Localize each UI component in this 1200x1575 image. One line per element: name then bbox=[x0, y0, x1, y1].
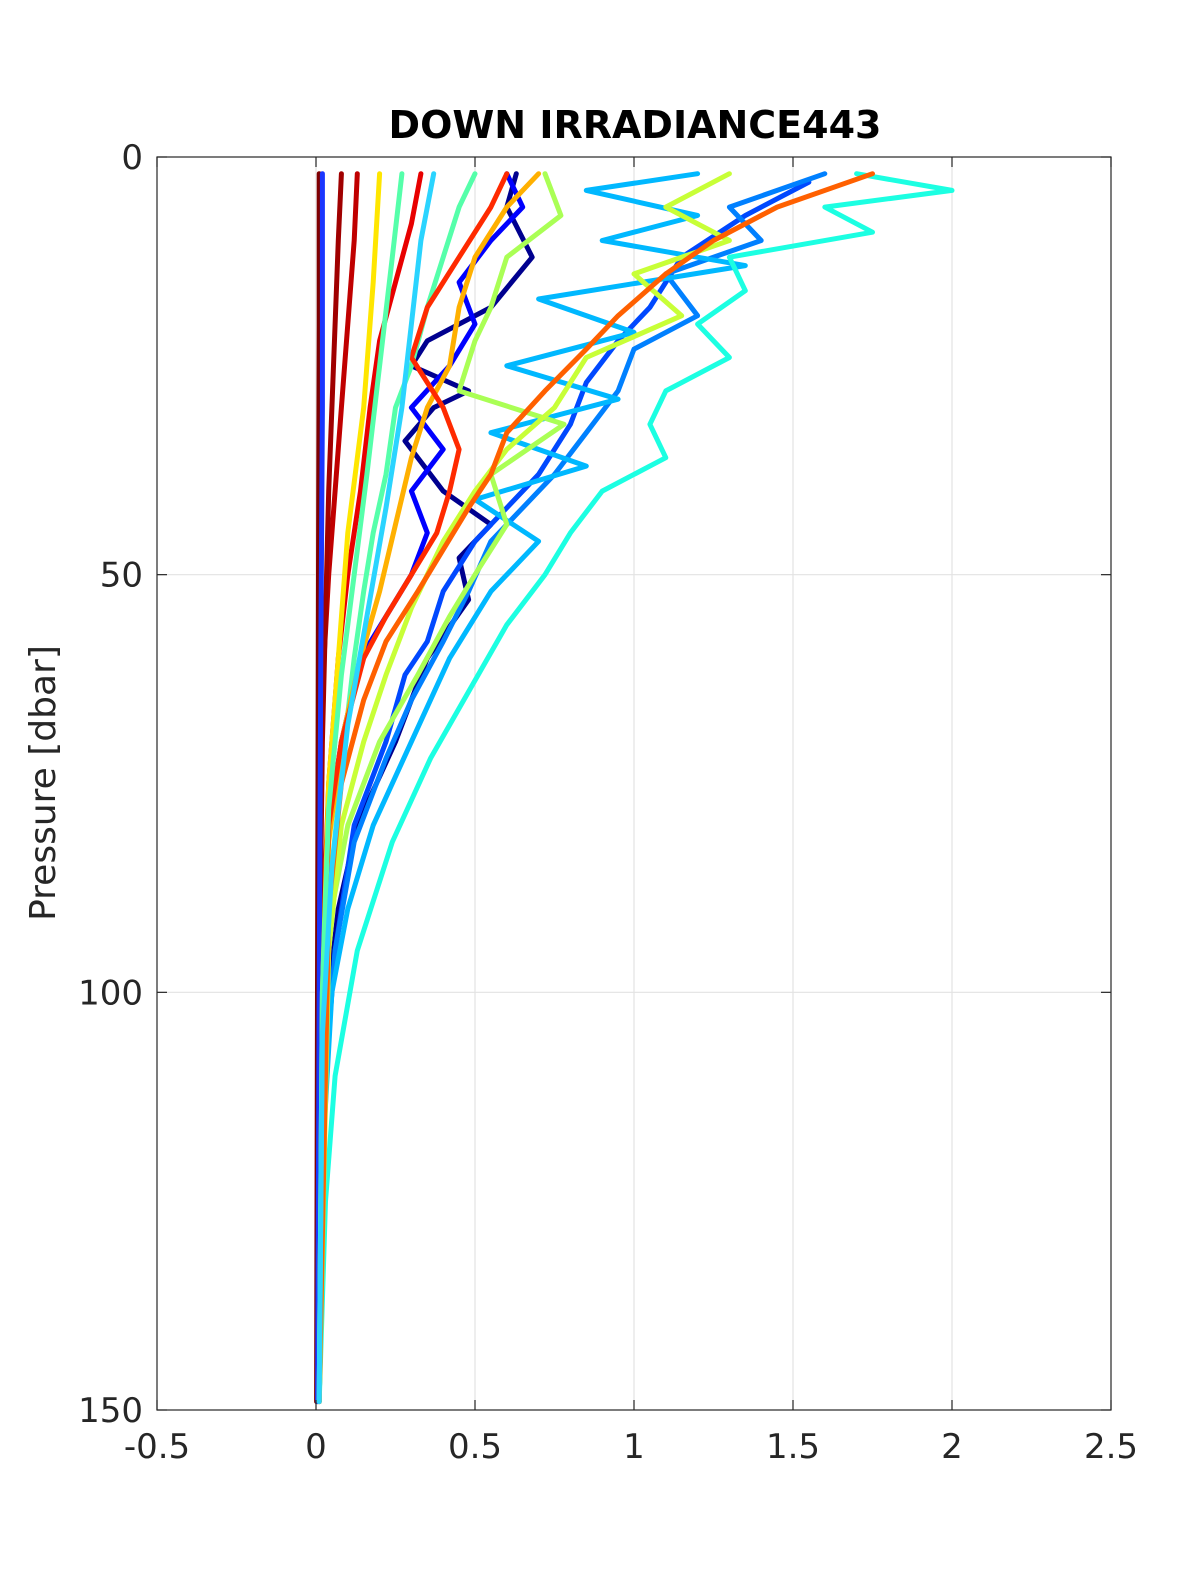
series-group bbox=[314, 171, 955, 1405]
x-tick-labels: -0.5 0 0.5 1 1.5 2 2.5 bbox=[124, 1427, 1138, 1467]
y-tick-label: 50 bbox=[100, 556, 143, 596]
y-axis-label: Pressure [dbar] bbox=[23, 645, 64, 921]
chart-title: DOWN IRRADIANCE443 bbox=[389, 103, 882, 147]
profile-line bbox=[316, 171, 405, 1405]
profile-line bbox=[316, 179, 812, 1405]
grid-lines bbox=[157, 157, 1111, 1410]
x-tick-label: 0.5 bbox=[448, 1427, 502, 1467]
profile-line bbox=[316, 171, 510, 1405]
tick-marks bbox=[156, 156, 1112, 1411]
profile-line bbox=[316, 171, 828, 1405]
y-tick-label: 100 bbox=[78, 973, 143, 1013]
profile-line bbox=[316, 171, 875, 1405]
x-tick-label: 2 bbox=[941, 1427, 963, 1467]
x-tick-label: 1.5 bbox=[766, 1427, 820, 1467]
profile-line bbox=[316, 171, 748, 1405]
profile-line bbox=[316, 171, 567, 1405]
x-tick-label: 0 bbox=[305, 1427, 327, 1467]
y-tick-label: 150 bbox=[78, 1391, 143, 1431]
profile-line bbox=[316, 171, 955, 1405]
profile-line bbox=[316, 171, 437, 1405]
x-tick-label: 2.5 bbox=[1084, 1427, 1138, 1467]
y-tick-label: 0 bbox=[121, 138, 143, 178]
y-tick-labels: 0 50 100 150 bbox=[78, 138, 143, 1431]
x-tick-label: -0.5 bbox=[124, 1427, 190, 1467]
x-tick-label: 1 bbox=[623, 1427, 645, 1467]
profile-line bbox=[315, 171, 325, 1405]
